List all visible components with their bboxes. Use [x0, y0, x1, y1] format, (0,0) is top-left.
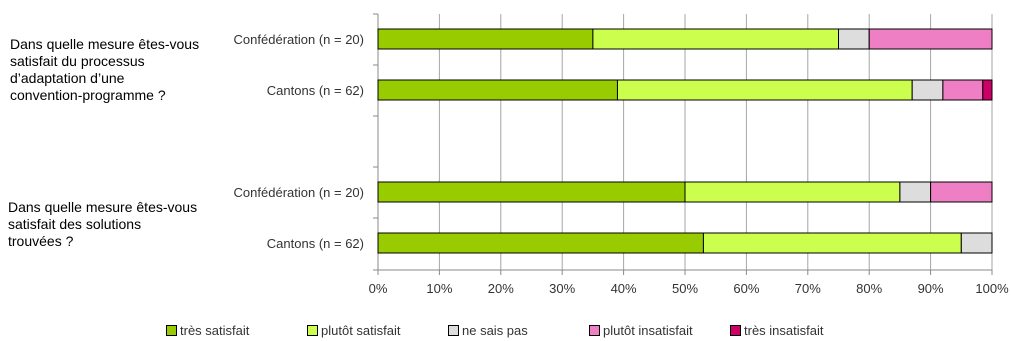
x-tick-label: 80%: [856, 281, 882, 296]
question-2-label: Dans quelle mesure êtes-vous satisfait d…: [8, 199, 198, 249]
bar-segment: [377, 79, 618, 101]
category-label: Confédération (n = 20): [234, 32, 364, 47]
x-tick-label: 70%: [795, 281, 821, 296]
bar-segment: [616, 79, 913, 101]
x-tick-label: 30%: [549, 281, 575, 296]
bar-segment: [911, 79, 944, 101]
bar-segment: [377, 181, 686, 203]
x-tick-label: 10%: [426, 281, 452, 296]
bar-segment: [899, 181, 932, 203]
legend-label: plutôt insatisfait: [603, 323, 693, 338]
legend-swatch: [448, 325, 459, 337]
bar-segment: [592, 28, 840, 50]
bar-segment: [377, 28, 594, 50]
bar-segment: [930, 181, 993, 203]
legend-item: très insatisfait: [730, 323, 823, 338]
bar-segment: [684, 181, 901, 203]
bar-segment: [377, 232, 704, 254]
legend-swatch: [166, 325, 177, 337]
legend-item: ne sais pas: [448, 323, 528, 338]
legend-swatch: [589, 325, 600, 337]
x-tick-label: 90%: [918, 281, 944, 296]
bar-segment: [702, 232, 962, 254]
question-1-label: Dans quelle mesure êtes-vous satisfait d…: [10, 36, 200, 103]
legend-item: plutôt insatisfait: [589, 323, 693, 338]
legend-swatch: [730, 325, 741, 337]
category-label: Confédération (n = 20): [234, 185, 364, 200]
x-tick-label: 50%: [672, 281, 698, 296]
bar-segment: [838, 28, 870, 50]
category-label: Cantons (n = 62): [267, 236, 364, 251]
x-tick-label: 20%: [488, 281, 514, 296]
legend-label: très satisfait: [180, 323, 250, 338]
legend-item: très satisfait: [166, 323, 249, 338]
bar-segment: [942, 79, 984, 101]
legend-label: ne sais pas: [462, 323, 528, 338]
legend-label: plutôt satisfait: [321, 323, 401, 338]
x-tick-label: 60%: [733, 281, 759, 296]
bar-segment: [868, 28, 993, 50]
category-label: Cantons (n = 62): [267, 83, 364, 98]
legend-item: plutôt satisfait: [307, 323, 401, 338]
bar-segment: [960, 232, 993, 254]
x-tick-label: 100%: [975, 281, 1009, 296]
x-tick-label: 0%: [369, 281, 388, 296]
bar-segment: [982, 79, 993, 101]
legend-swatch: [307, 325, 318, 337]
legend-label: très insatisfait: [744, 323, 824, 338]
x-tick-label: 40%: [611, 281, 637, 296]
